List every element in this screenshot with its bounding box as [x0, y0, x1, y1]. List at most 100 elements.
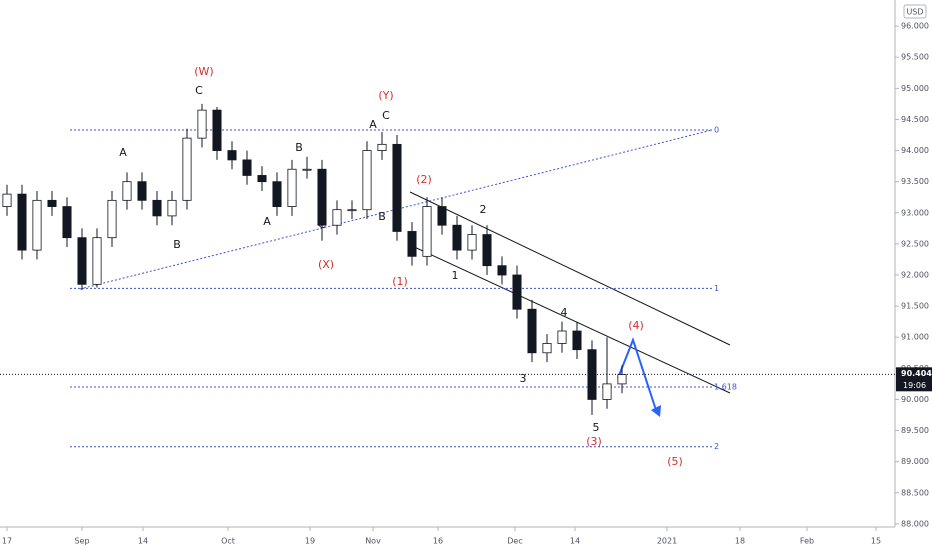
- wave-label: (1): [392, 275, 408, 288]
- x-tick-label: 16: [433, 537, 443, 546]
- candle-body: [47, 199, 57, 207]
- fib-label: 1: [714, 284, 719, 293]
- candle-body: [32, 199, 42, 251]
- last-price-label: 90.404: [901, 369, 932, 378]
- candle-body: [212, 109, 222, 151]
- wave-label: 3: [520, 372, 527, 385]
- last-price-box: [896, 367, 932, 392]
- x-tick-label: Dec: [507, 537, 522, 546]
- wave-label: C: [318, 218, 326, 231]
- candle-body: [617, 374, 627, 385]
- candle-body: [227, 150, 237, 161]
- candle-body: [572, 330, 582, 351]
- currency: USD: [906, 8, 923, 17]
- y-tick-label: 91.500: [901, 302, 929, 311]
- candle-body: [437, 206, 447, 226]
- fib-label: 1.618: [714, 383, 737, 392]
- wave-label: (W): [194, 65, 213, 78]
- y-tick-label: 95.500: [901, 53, 929, 62]
- y-tick-label: 92.500: [901, 239, 929, 248]
- candle-body: [2, 193, 12, 207]
- y-tick-label: 88.500: [901, 488, 929, 497]
- candle-body: [482, 234, 492, 267]
- wave-label: (5): [667, 455, 683, 468]
- x-tick-label: 15: [871, 537, 881, 546]
- wave-label: A: [119, 146, 127, 159]
- candle-body: [272, 181, 282, 207]
- x-tick-label: 19: [305, 537, 315, 546]
- channel-line: [409, 244, 731, 394]
- fib-label: 0: [714, 126, 719, 135]
- y-tick-label: 89.500: [901, 426, 929, 435]
- candle-body: [77, 237, 87, 285]
- wave-label: B: [173, 238, 181, 251]
- candle-body: [242, 159, 252, 176]
- candle-body: [302, 168, 312, 171]
- wave-label: (X): [318, 258, 334, 271]
- y-tick-label: 91.000: [901, 333, 929, 342]
- x-tick-label: Oct: [221, 537, 235, 546]
- candle-body: [347, 209, 357, 212]
- y-tick-label: 94.000: [901, 146, 929, 155]
- y-tick-label: 94.500: [901, 115, 929, 124]
- wave-label: (Y): [378, 89, 393, 102]
- x-tick-label: 2021: [657, 537, 677, 546]
- projection-arrow: [617, 337, 657, 411]
- candle-body: [557, 330, 567, 344]
- countdown: 19:06: [903, 381, 926, 390]
- candle-body: [407, 231, 417, 257]
- y-tick-label: 95.000: [901, 84, 929, 93]
- candle-body: [542, 343, 552, 354]
- x-tick-label: Sep: [74, 537, 89, 546]
- arrow-head: [651, 405, 661, 417]
- candle-body: [527, 308, 537, 354]
- candle-body: [512, 274, 522, 310]
- y-tick-label: 93.000: [901, 208, 929, 217]
- candle-body: [287, 168, 297, 207]
- candle-body: [122, 181, 132, 201]
- candle-body: [467, 234, 477, 251]
- currency-box[interactable]: [903, 4, 927, 19]
- candle-body: [107, 199, 117, 239]
- y-tick-label: 88.000: [901, 519, 929, 528]
- candle-body: [317, 168, 327, 226]
- y-tick-label: 89.000: [901, 457, 929, 466]
- wave-label: (3): [586, 435, 602, 448]
- x-tick-label: Feb: [800, 537, 814, 546]
- wave-label: 4: [561, 306, 568, 319]
- candle-body: [152, 199, 162, 217]
- x-tick-label: 14: [138, 537, 148, 546]
- candle-body: [62, 206, 72, 239]
- candle-body: [182, 137, 192, 201]
- fib-label: 2: [714, 442, 719, 451]
- wave-label: C: [195, 84, 203, 97]
- wave-label: B: [295, 141, 303, 154]
- y-tick-label: 92.000: [901, 271, 929, 280]
- channel-line: [409, 191, 731, 346]
- candle-body: [362, 150, 372, 211]
- candle-body: [422, 206, 432, 257]
- candle-body: [257, 175, 267, 183]
- candle-body: [17, 193, 27, 251]
- y-tick-label: 93.500: [901, 177, 929, 186]
- candle-body: [377, 143, 387, 151]
- wave-label: 2: [480, 203, 487, 216]
- candle-body: [392, 143, 402, 232]
- candle-body: [332, 209, 342, 226]
- wave-label: C: [382, 109, 390, 122]
- x-tick-label: Nov: [365, 537, 381, 546]
- wave-label: (4): [628, 319, 644, 332]
- wave-label: B: [378, 210, 386, 223]
- candle-body: [497, 265, 507, 276]
- candle-body: [452, 224, 462, 251]
- candle-body: [167, 199, 177, 217]
- y-tick-label: 96.000: [901, 22, 929, 31]
- candle-body: [137, 181, 147, 201]
- wave-label: A: [369, 118, 377, 131]
- candle-body: [197, 109, 207, 139]
- x-tick-label: 14: [570, 537, 580, 546]
- wave-label: 1: [452, 269, 459, 282]
